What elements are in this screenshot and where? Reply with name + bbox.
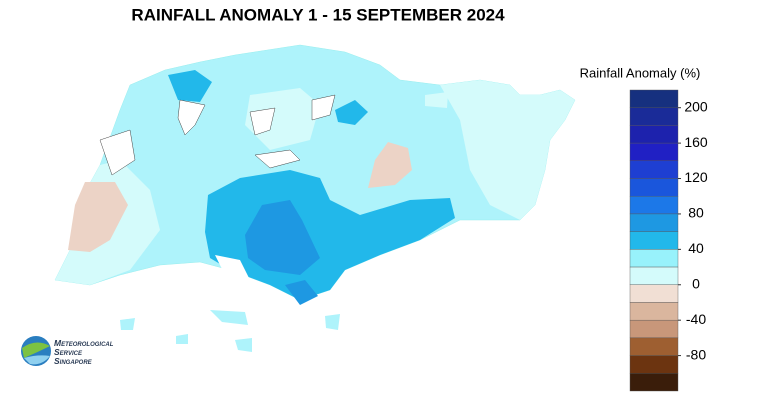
colorbar-segment <box>629 373 679 392</box>
tick-label: 0 <box>692 275 700 291</box>
logo-line: Service <box>54 347 83 357</box>
logo-text: Meteorological Service Singapore <box>54 339 113 366</box>
colorbar-segment <box>629 231 679 250</box>
tick-label: 80 <box>688 205 704 221</box>
logo-line: Meteorological <box>54 338 114 348</box>
colorbar: 200 160 120 80 40 0 -40 -80 <box>629 89 708 392</box>
logo-line: Singapore <box>54 356 92 366</box>
colorbar-segment <box>629 125 679 144</box>
logo <box>21 336 51 366</box>
colorbar-segment <box>629 355 679 374</box>
colorbar-segment <box>629 337 679 356</box>
colorbar-segment <box>629 107 679 126</box>
colorbar-segment <box>629 284 679 303</box>
colorbar-segment <box>629 196 679 215</box>
colorbar-segment <box>629 178 679 197</box>
colorbar-segment <box>629 89 679 108</box>
colorbar-segment <box>629 160 679 179</box>
colorbar-segment <box>629 266 679 285</box>
colorbar-segment <box>629 142 679 162</box>
tick-label: 160 <box>684 134 708 150</box>
colorbar-segment <box>629 302 679 321</box>
tick-label: 40 <box>688 240 704 256</box>
tick-label: 120 <box>684 169 708 185</box>
tick-label: 200 <box>684 98 708 114</box>
tick-label: -40 <box>686 311 706 327</box>
colorbar-segment <box>629 213 679 232</box>
map <box>54 44 576 352</box>
tick-label: -80 <box>686 346 706 362</box>
colorbar-segment <box>629 249 679 268</box>
legend-title: Rainfall Anomaly (%) <box>580 65 701 80</box>
title: RAINFALL ANOMALY 1 - 15 SEPTEMBER 2024 <box>131 5 505 24</box>
colorbar-segment <box>629 319 679 339</box>
